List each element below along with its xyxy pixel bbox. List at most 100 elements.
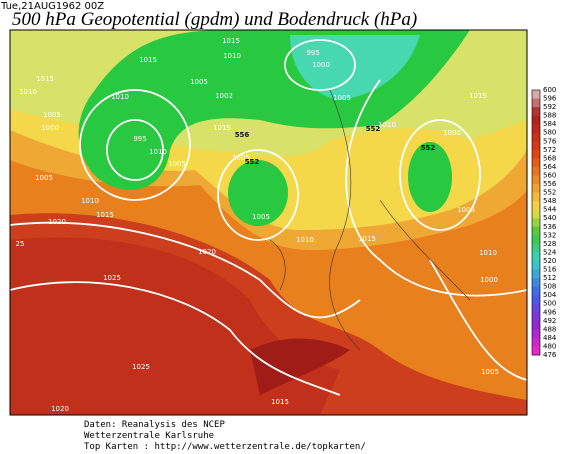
colorbar-label: 576 xyxy=(543,137,557,145)
isobar-label: 995 xyxy=(133,135,146,143)
colorbar-label: 564 xyxy=(543,163,557,171)
colorbar-label: 488 xyxy=(543,325,556,333)
colorbar-label: 508 xyxy=(543,283,556,291)
isobar-label: 1015 xyxy=(213,124,231,132)
colorbar-cell xyxy=(532,107,540,116)
colorbar-label: 512 xyxy=(543,274,556,282)
footer: Daten: Reanalysis des NCEPWetterzentrale… xyxy=(84,420,366,452)
isobars xyxy=(10,39,527,396)
map-frame xyxy=(9,29,528,416)
height-label: 552 xyxy=(421,144,436,152)
isobar-label: 1010 xyxy=(223,52,241,60)
isobar-label: 1005 xyxy=(252,213,270,221)
colorbar-label: 476 xyxy=(543,351,557,359)
isobar-label: 1005 xyxy=(43,111,61,119)
isobar xyxy=(106,119,164,181)
colorbar-cell xyxy=(532,320,540,330)
isobar-label: 1010 xyxy=(19,88,37,96)
isobar-label: 1020 xyxy=(48,218,66,226)
isobar-label: 25 xyxy=(16,240,25,248)
colorbar-label: 596 xyxy=(543,95,557,103)
colorbar-cell xyxy=(532,201,540,210)
colorbar-cell xyxy=(532,166,540,176)
colorbar-cell xyxy=(532,124,540,134)
isobar-label: 1015 xyxy=(271,398,289,406)
isobar-label: 1020 xyxy=(198,248,216,256)
map-area xyxy=(10,30,527,415)
isobar-label: 1010 xyxy=(296,236,314,244)
isobar-label: 1020 xyxy=(51,405,69,413)
colorbar-label: 580 xyxy=(543,129,556,137)
colorbar-cell xyxy=(532,192,540,202)
isobar-label: 1005 xyxy=(190,78,208,86)
colorbar-cell xyxy=(532,243,540,253)
title: 500 hPa Geopotential (gpdm) und Bodendru… xyxy=(12,9,417,30)
footer-line: Top Karten : http://www.wetterzentrale.d… xyxy=(84,442,366,452)
colorbar-label: 552 xyxy=(543,189,556,197)
colorbar-cell xyxy=(532,132,540,142)
height-label: 556 xyxy=(235,131,250,139)
colorbar-cell xyxy=(532,286,540,296)
isobar-label: 1000 xyxy=(480,276,498,284)
colorbar-label: 528 xyxy=(543,240,556,248)
isobar-label: 1005 xyxy=(232,154,250,162)
colorbar-cell xyxy=(532,269,540,279)
isobar-label: 1005 xyxy=(333,94,351,102)
isobar-label: 1000 xyxy=(443,129,461,137)
isobar-label: 1005 xyxy=(168,160,186,168)
colorbar-cell xyxy=(532,312,540,322)
isobar-label: 1000 xyxy=(41,124,59,132)
colorbar-cell xyxy=(532,329,540,339)
colorbar-cell xyxy=(532,149,540,159)
colorbar-label: 568 xyxy=(543,154,556,162)
colorbar-frame xyxy=(531,89,541,356)
footer-line: Daten: Reanalysis des NCEP xyxy=(84,420,225,430)
isobar-label: 995 xyxy=(306,49,319,57)
colorbar-cell xyxy=(532,235,540,245)
colorbar-label: 500 xyxy=(543,300,556,308)
colorbar-cell xyxy=(532,252,540,262)
colorbar-label: 532 xyxy=(543,231,556,239)
colorbar-label: 592 xyxy=(543,103,556,111)
colorbar-label: 600 xyxy=(543,86,556,94)
isobar-label: 1010 xyxy=(378,121,396,129)
colorbar-cell xyxy=(532,184,540,193)
colorbar-label: 480 xyxy=(543,342,556,350)
colorbar-cell xyxy=(532,115,540,125)
colorbar-cell xyxy=(532,209,540,219)
colorbar-cell xyxy=(532,158,540,168)
isobar xyxy=(10,281,341,396)
field-darkred-2 xyxy=(250,338,350,395)
colorbar-cell xyxy=(532,90,540,99)
colorbar-cell xyxy=(532,303,540,313)
colorbar-label: 504 xyxy=(543,291,557,299)
colorbar-label: 496 xyxy=(543,308,557,316)
colorbar: 6005965925885845805765725685645605565525… xyxy=(531,86,557,359)
isobar xyxy=(10,221,361,319)
field-green-low-2 xyxy=(408,142,452,212)
isobar-label: 1010 xyxy=(479,249,497,257)
colorbar-cell xyxy=(532,295,540,305)
height-label: 552 xyxy=(366,125,381,133)
isobar-label: 1015 xyxy=(139,56,157,64)
colorbar-cell xyxy=(532,226,540,236)
isobar-label: 1010 xyxy=(111,93,129,101)
isobar-label: 1005 xyxy=(457,206,475,214)
colorbar-cell xyxy=(532,346,540,356)
colorbar-label: 544 xyxy=(543,206,557,214)
colorbar-cell xyxy=(532,278,540,287)
colorbar-label: 492 xyxy=(543,317,556,325)
isobar xyxy=(284,39,356,91)
isobar-label: 1005 xyxy=(481,368,499,376)
colorbar-label: 548 xyxy=(543,197,556,205)
footer-line: Wetterzentrale Karlsruhe xyxy=(84,431,214,441)
isobar xyxy=(429,259,527,381)
isobar-label: 1015 xyxy=(96,211,114,219)
field-green-low xyxy=(228,160,288,226)
colorbar-cell xyxy=(532,175,540,185)
isobar-label: 1015 xyxy=(469,92,487,100)
isobar-label: 1015 xyxy=(358,235,376,243)
isobar xyxy=(399,119,481,231)
